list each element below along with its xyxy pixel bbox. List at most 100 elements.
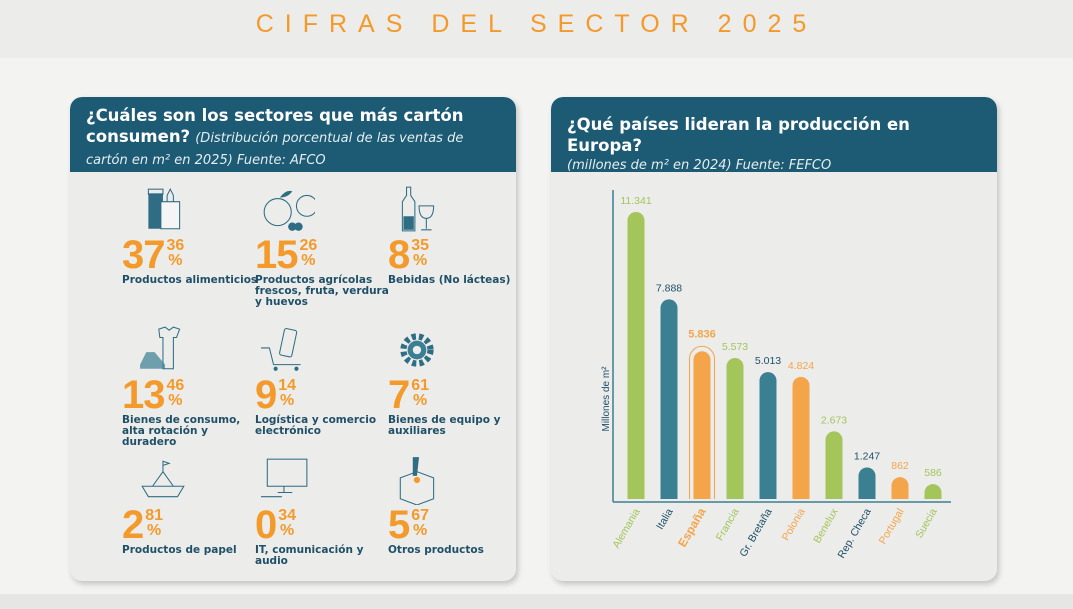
sector-percent: 8 35% <box>388 235 516 275</box>
x-tick-label: Benelux <box>811 506 841 546</box>
data-label: 586 <box>924 467 942 479</box>
percent-sign: % <box>280 522 295 539</box>
grocery-bag-icon <box>147 188 181 230</box>
bar-italia <box>660 299 678 499</box>
sectors-subtitle: (Distribución porcentual de las ventas d… <box>86 131 464 168</box>
percent-decimal: 81 <box>145 507 164 524</box>
page-title: CIFRAS DEL SECTOR 2025 <box>255 10 818 38</box>
percent-decimal: 46 <box>166 377 185 394</box>
bar-españa <box>693 351 711 499</box>
percent-sign: % <box>280 392 295 409</box>
shoe-shirt-icon <box>140 326 181 370</box>
percent-sign: % <box>413 522 428 539</box>
percent-decimal: 14 <box>278 377 297 394</box>
footer-band <box>0 594 1073 609</box>
wine-icon <box>401 186 435 232</box>
x-tick-label: Alemania <box>610 506 642 550</box>
sector-item: 9 14% Logística y comercio electrónico <box>255 325 395 437</box>
sector-label: Logística y comercio electrónico <box>255 414 377 437</box>
sector-label: Bienes de equipo y auxiliares <box>388 414 501 437</box>
gear-icon <box>400 333 434 367</box>
highlight-outline <box>689 345 715 499</box>
sector-label: Productos agrícolas frescos, fruta, verd… <box>255 274 389 308</box>
percent-decimal: 35 <box>411 237 430 254</box>
x-tick-label: Polonia <box>780 506 808 542</box>
bar-suecia <box>924 484 942 499</box>
bar-gr-bretaña <box>759 372 777 499</box>
percent-decimal: 67 <box>411 507 430 524</box>
percent-integer: 13 <box>122 373 165 417</box>
sector-item: 8 35% Bebidas (No lácteas) <box>388 185 516 286</box>
sector-item: 15 26% Productos agrícolas frescos, fruta… <box>255 185 395 308</box>
paper-boat-icon <box>141 460 185 498</box>
percent-decimal: 61 <box>411 377 430 394</box>
header-band <box>0 0 1073 58</box>
x-tick-label: Rep. Checa <box>835 506 873 560</box>
sector-label: Bienes de consumo, alta rotación y durad… <box>122 414 241 448</box>
sector-item: 13 46% Bienes de consumo, alta rotación y… <box>122 325 262 448</box>
sector-label: IT, comunicación y audio <box>255 544 364 567</box>
data-label: 5.836 <box>688 328 716 340</box>
countries-panel: ¿Qué países lideran la producción en Eur… <box>551 97 997 581</box>
data-label: 862 <box>891 460 909 472</box>
sector-percent: 15 26% <box>255 235 395 275</box>
computer-icon <box>261 458 308 498</box>
bar-chart: Millones de m² 11.341 Alemania 7.888 Italia 5… <box>601 190 951 561</box>
percent-integer: 8 <box>388 233 410 277</box>
data-label: 11.341 <box>620 195 651 207</box>
x-tick-label: Suecia <box>913 506 940 540</box>
bar-portugal <box>891 477 909 499</box>
data-label: 1.247 <box>854 450 880 462</box>
bar-benelux <box>825 431 843 499</box>
sector-percent: 13 46% <box>122 375 262 415</box>
sector-label: Bebidas (No lácteas) <box>388 274 511 286</box>
percent-decimal: 26 <box>299 237 318 254</box>
percent-sign: % <box>413 392 428 409</box>
bar-polonia <box>792 376 810 499</box>
percent-integer: 9 <box>255 373 277 417</box>
data-label: 2.673 <box>821 414 847 426</box>
bar-francia <box>726 357 744 499</box>
percent-sign: % <box>301 252 316 269</box>
x-tick-label: España <box>675 505 709 549</box>
percent-integer: 7 <box>388 373 410 417</box>
percent-integer: 15 <box>255 233 298 277</box>
percent-integer: 0 <box>255 503 277 547</box>
percent-integer: 5 <box>388 503 410 547</box>
percent-integer: 2 <box>122 503 144 547</box>
percent-sign: % <box>413 252 428 269</box>
fruit-icon <box>263 190 315 231</box>
sector-item: 5 67% Otros productos <box>388 455 516 556</box>
bar-alemania <box>627 212 645 499</box>
x-tick-label: Italia <box>654 506 676 531</box>
sector-label: Otros productos <box>388 544 484 556</box>
percent-integer: 37 <box>122 233 165 277</box>
sector-percent: 9 14% <box>255 375 395 415</box>
sector-percent: 7 61% <box>388 375 516 415</box>
box-icon <box>399 457 435 505</box>
x-tick-label: Portugal <box>877 507 907 547</box>
x-tick-label: Gr. Bretaña <box>737 506 774 559</box>
sector-percent: 5 67% <box>388 505 516 545</box>
sector-item: 2 81% Productos de papel <box>122 455 262 556</box>
cart-phone-icon <box>261 328 301 371</box>
sectors-question: ¿Cuáles son los sectores que más cartón … <box>86 106 464 146</box>
sectors-panel: ¿Cuáles son los sectores que más cartón … <box>70 97 516 581</box>
y-axis-label: Millones de m² <box>601 366 612 432</box>
percent-sign: % <box>168 252 183 269</box>
countries-subtitle: (millones de m² en 2024) Fuente: FEFCO <box>567 158 832 173</box>
data-label: 5.573 <box>722 341 748 353</box>
sector-item: 37 36% Productos alimenticios <box>122 185 262 286</box>
bar-rep-checa <box>858 467 876 499</box>
countries-panel-header: ¿Qué países lideran la producción en Eur… <box>551 97 997 173</box>
sector-label: Productos alimenticios <box>122 274 258 286</box>
x-tick-label: Francia <box>714 506 742 542</box>
percent-sign: % <box>168 392 183 409</box>
sector-item: 7 61% Bienes de equipo y auxiliares <box>388 325 516 437</box>
sector-label: Productos de papel <box>122 544 237 556</box>
sector-percent: 37 36% <box>122 235 262 275</box>
countries-question: ¿Qué países lideran la producción en Eur… <box>567 115 910 155</box>
percent-sign: % <box>147 522 162 539</box>
sector-percent: 0 34% <box>255 505 395 545</box>
percent-decimal: 36 <box>166 237 185 254</box>
